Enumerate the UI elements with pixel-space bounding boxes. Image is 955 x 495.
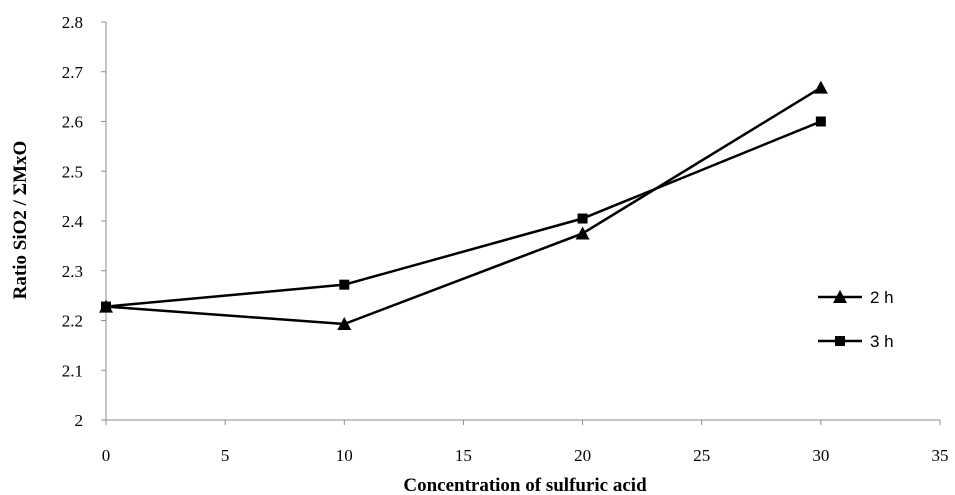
data-point-1-3 xyxy=(815,116,826,127)
x-tick-label: 20 xyxy=(574,446,591,465)
x-tick-label: 15 xyxy=(455,446,472,465)
x-tick-label: 35 xyxy=(932,446,949,465)
x-axis-title: Concentration of sulfuric acid xyxy=(403,475,647,495)
data-point-1-0 xyxy=(101,301,111,312)
series-line-0 xyxy=(105,86,822,326)
y-tick-label: 2.7 xyxy=(62,63,84,82)
data-point-1-2 xyxy=(577,213,588,224)
y-tick-label: 2 xyxy=(75,411,84,430)
y-tick-label: 2.2 xyxy=(62,312,83,331)
legend-marker-0 xyxy=(833,290,847,303)
legend-label-1: 3 h xyxy=(870,332,894,351)
y-tick-label: 2.8 xyxy=(62,13,83,32)
y-tick-label: 2.4 xyxy=(62,212,84,231)
y-axis-title: Ratio SiO2 / ΣMxO xyxy=(10,141,31,300)
x-tick-label: 0 xyxy=(102,446,111,465)
data-point-1-1 xyxy=(339,279,350,290)
legend-label-0: 2 h xyxy=(870,288,894,307)
x-tick-label: 25 xyxy=(693,446,710,465)
data-point-0-1 xyxy=(337,316,352,330)
y-tick-label: 2.1 xyxy=(62,361,83,380)
y-tick-label: 2.3 xyxy=(62,262,83,281)
x-tick-label: 10 xyxy=(336,446,353,465)
plot-area: 2 2.1 2.2 2.3 2.4 2.5 2.6 2.7 2.8 0 5 10 15 20 25 30 35 xyxy=(62,13,949,465)
x-tick-label: 5 xyxy=(221,446,230,465)
x-tick-label: 30 xyxy=(812,446,829,465)
y-tick-label: 2.5 xyxy=(62,162,83,181)
data-point-0-3 xyxy=(813,80,828,94)
series-line-1 xyxy=(105,120,822,308)
data-point-0-2 xyxy=(575,226,590,240)
legend: 2 h 3 h xyxy=(818,288,894,351)
legend-marker-1 xyxy=(835,336,845,346)
y-tick-label: 2.6 xyxy=(62,113,83,132)
